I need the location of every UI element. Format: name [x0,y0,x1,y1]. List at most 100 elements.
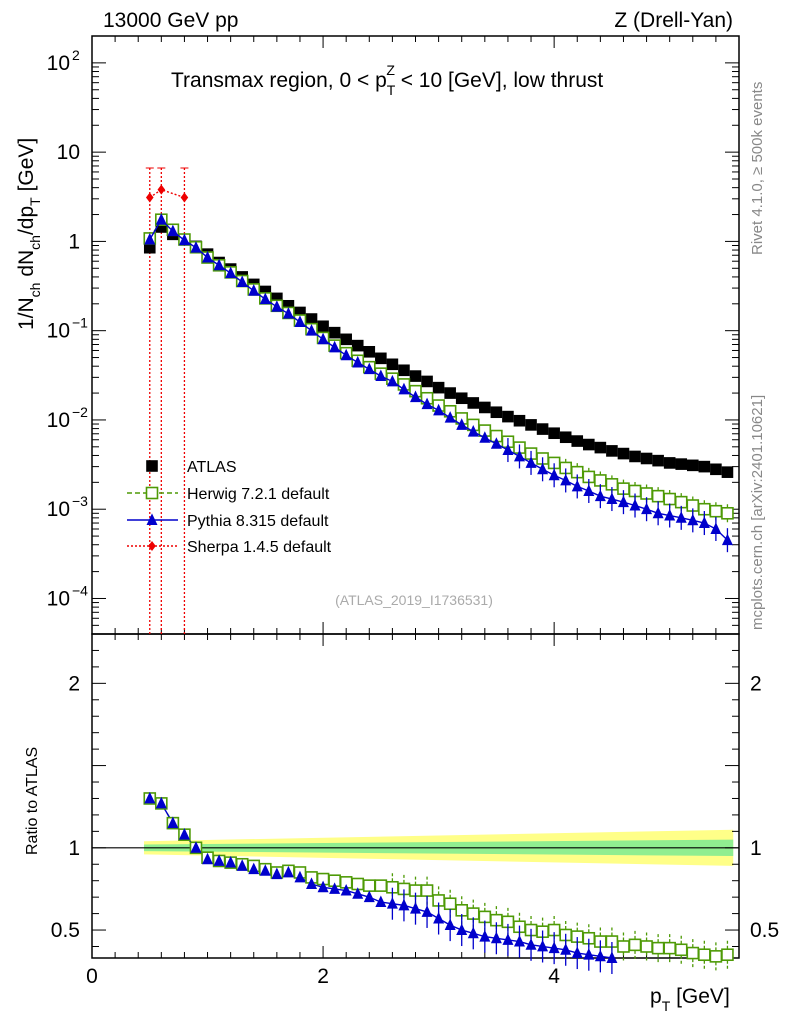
atlas-point [675,458,688,470]
ratio-pythia-point [317,880,329,893]
ratio-pythia-point [155,796,167,809]
x-axis-label-rest: [GeV] [670,985,730,1008]
y-axis-label-sub: T [27,197,43,206]
pythia-point [410,390,421,403]
pythia-point [178,233,190,246]
ratio-pythia-point [248,862,260,875]
atlas-point [617,447,630,460]
pythia-point [271,300,283,312]
legend-marker-atlas [146,460,158,472]
pythia-point [629,498,641,511]
ratio-herwig-point [721,948,734,962]
pythia-point [721,533,733,546]
atlas-point [444,387,456,399]
pythia-point [421,397,433,410]
atlas-point [467,397,480,409]
chart-title-sub: T [387,82,396,98]
ratio-pythia-point [467,926,479,939]
header-right: Z (Drell-Yan) [614,9,733,32]
x-tick-label: 0 [86,965,98,988]
atlas-point [640,452,653,465]
atlas-point [340,333,352,346]
y-tick-label: 10 [47,498,70,521]
chart-title-sup: Z [386,62,395,78]
pythia-point [710,522,722,534]
pythia-point [433,403,445,416]
herwig-point [721,506,734,520]
ratio-pythia-point [560,943,572,955]
ratio-pythia-point [421,905,433,917]
y-axis-label-part: 1/N [15,297,38,330]
y-tick-label: 10 [47,52,70,75]
pythia-point [398,382,410,395]
atlas-point [525,419,537,431]
pythia-point [213,258,225,271]
herwig-point [709,504,723,518]
legend-marker-herwig [145,486,159,500]
x-tick-label: 2 [317,965,329,988]
pythia-point [329,340,341,353]
ratio-pythia-point [202,852,214,865]
ratio-y-tick-label-right: 1 [750,837,762,860]
y-tick-label: 1 [68,230,80,253]
ratio-uncertainty-band [92,829,739,866]
atlas-point [652,454,664,467]
y-tick-label-exponent: 2 [72,47,80,63]
pythia-point [167,224,179,237]
y-axis-label-part: dN [15,250,38,283]
pythia-point [560,473,572,486]
atlas-point [571,435,584,447]
ratio-y-tick-label: 0.5 [51,919,80,942]
pythia-point [641,502,653,515]
atlas-point [513,414,526,427]
ratio-pythia-point [178,828,190,840]
atlas-point [721,466,734,478]
atlas-point [328,326,341,339]
atlas-point [629,450,641,463]
atlas-point [305,313,318,325]
atlas-point [479,401,491,414]
ratio-pythia-point [282,865,294,878]
ratio-pythia-point [513,934,525,947]
ratio-pythia-point [525,938,537,950]
pythia-point [444,411,456,423]
ratio-pythia-point [375,895,387,908]
pythia-point [363,362,375,375]
ratio-pythia-point [583,948,595,960]
ratio-pythia-point [167,816,179,829]
ratio-pythia-point [236,859,248,871]
ratio-y-tick-label-right: 0.5 [750,919,779,942]
ratio-series [143,791,734,974]
sherpa-point [180,192,189,203]
ratio-herwig-point [374,879,388,892]
pythia-point [525,456,537,468]
pythia-point [490,437,502,449]
pythia-point [340,348,352,361]
ratio-herwig-point [628,938,642,952]
y-tick-label: 10 [57,141,80,164]
ratio-pythia-point [410,902,421,914]
ratio-pythia-point [386,897,398,909]
ratio-pythia-point [352,887,364,899]
ratio-herwig-point [420,884,434,897]
pythia-point [306,324,318,336]
y-tick-label-exponent: −1 [72,315,88,331]
pythia-point [352,355,364,368]
ratio-herwig-point [362,879,376,892]
atlas-point [559,431,572,444]
series-pythia [144,213,733,553]
x-axis-label: pT [GeV] [650,985,730,1014]
atlas-point [432,381,445,394]
ratio-y-axis-ticks: 0.5 0.5 1 1 2 2 [51,649,779,947]
mcplots-label: mcplots.cern.ch [arXiv:2401.10621] [749,395,766,630]
ratio-pythia-point [190,841,202,853]
pythia-point [652,506,664,519]
ratio-pythia-point [571,946,583,959]
chart-title-rest: < 10 [GeV], low thrust [395,69,604,92]
y-axis-label-part: /dp [15,206,38,235]
herwig-point [663,492,676,506]
ratio-pythia-point [444,918,456,931]
y-axis-label-part: [GeV] [15,138,38,198]
